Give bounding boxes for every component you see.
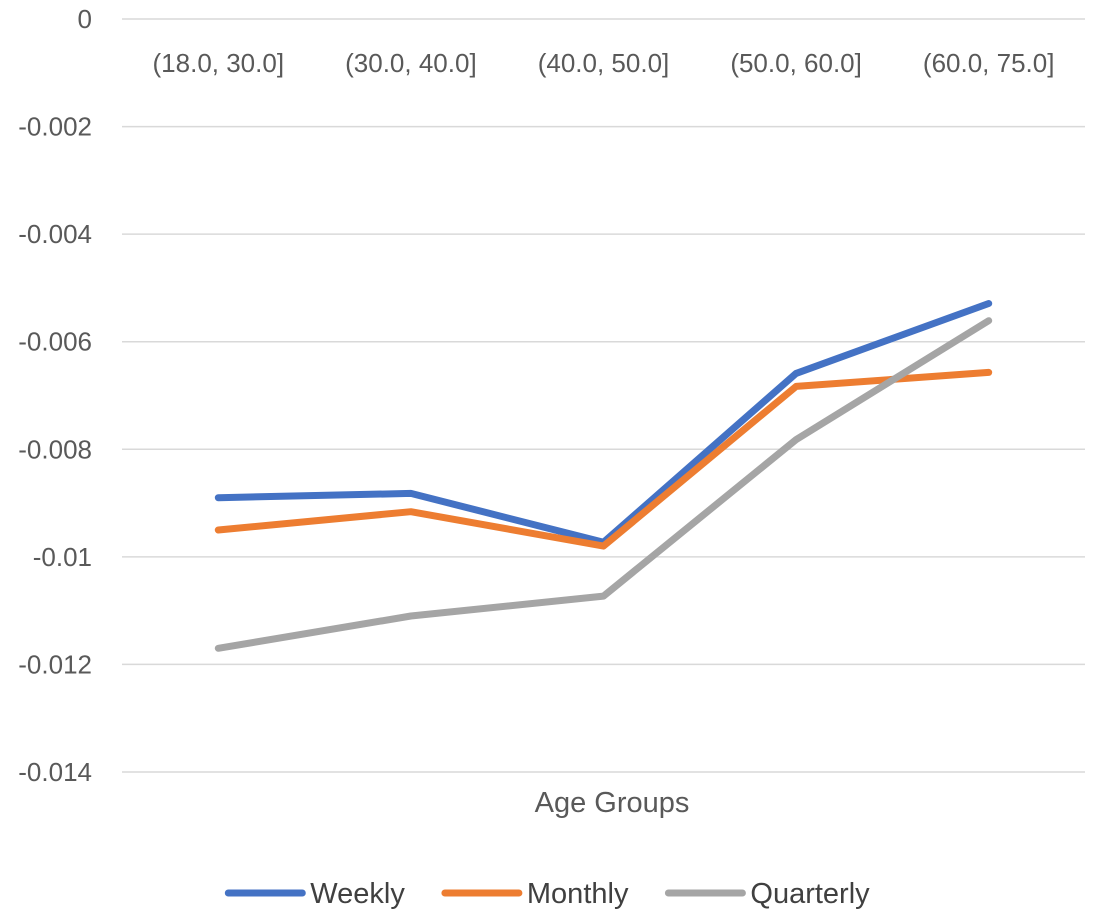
x-tick-label: (30.0, 40.0]	[345, 48, 477, 78]
y-tick-label: -0.008	[18, 434, 92, 464]
legend-label: Monthly	[527, 878, 629, 910]
legend-item-quarterly: Quarterly	[664, 878, 870, 910]
x-tick-label: (60.0, 75.0]	[923, 48, 1055, 78]
legend-label: Quarterly	[750, 878, 870, 910]
legend-item-monthly: Monthly	[441, 878, 629, 910]
x-axis-tick-labels: (18.0, 30.0] (30.0, 40.0] (40.0, 50.0] (50.…	[153, 48, 1055, 78]
x-tick-label: (50.0, 60.0]	[730, 48, 862, 78]
legend-label: Weekly	[310, 878, 405, 910]
series-line-quarterly	[214, 317, 993, 652]
y-tick-label: 0	[78, 4, 92, 34]
y-tick-label: -0.006	[18, 327, 92, 357]
y-tick-label: -0.002	[18, 112, 92, 142]
y-tick-label: -0.014	[18, 757, 92, 787]
gridlines	[122, 18, 1085, 773]
x-tick-label: (40.0, 50.0]	[538, 48, 670, 78]
y-tick-label: -0.012	[18, 649, 92, 679]
x-axis-title: Age Groups	[535, 787, 690, 819]
legend: Weekly Monthly Quarterly	[224, 878, 870, 910]
series-line-monthly	[214, 368, 993, 550]
legend-item-weekly: Weekly	[224, 878, 405, 910]
series-lines	[214, 300, 993, 652]
x-tick-label: (18.0, 30.0]	[153, 48, 285, 78]
series-line-weekly	[214, 300, 993, 546]
y-tick-label: -0.01	[33, 542, 92, 572]
y-axis-tick-labels: 0 -0.002 -0.004 -0.006 -0.008 -0.01 -0.012 -0.0…	[18, 4, 92, 787]
y-tick-label: -0.004	[18, 219, 92, 249]
